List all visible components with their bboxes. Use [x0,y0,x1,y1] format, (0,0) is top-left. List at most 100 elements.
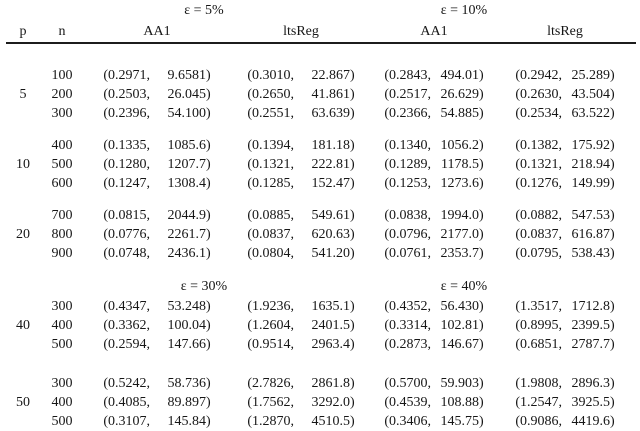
pair-second-value: 25.289 [571,68,611,83]
pair-cell: (0.2517, 26.629) [384,87,484,102]
p-value: 20 [16,227,30,242]
pair-cell: (0.5700, 59.903) [384,376,484,391]
pair-second-value: 102.81 [440,318,480,333]
n-value: 500 [51,414,73,429]
pair-second-value: 1635.1 [311,299,351,314]
n-value: 500 [51,157,73,172]
pair-second-value: 1712.8 [571,299,611,314]
n-value: 300 [51,299,73,314]
p-group-10: 400 (0.1335, 1085.6) (0.1394, 181.18) (0.1340… [6,136,640,193]
pair-second-value: 3925.5 [571,395,611,410]
pair-second-value: 54.100 [167,106,207,121]
pair-cell: (1.7562, 3292.0) [247,395,355,410]
col-header-aa1-right: AA1 [420,24,448,39]
pair-cell: (0.1321, 222.81) [247,157,355,172]
pair-second-value: 56.430 [440,299,480,314]
pair-cell: (0.6851, 2787.7) [515,337,615,352]
epsilon-5-header: ε = 5% [184,3,224,18]
pair-cell: (0.2551, 63.639) [247,106,355,121]
pair-cell: (0.3362, 100.04) [103,318,211,333]
table-row: 5 200 (0.2503, 26.045) (0.2650, 41.861) (0.251… [6,85,640,104]
pair-cell: (1.2604, 2401.5) [247,318,355,333]
pair-second-value: 4510.5 [311,414,351,429]
pair-second-value: 222.81 [311,157,351,172]
pair-second-value: 2044.9 [167,208,207,223]
pair-cell: (0.0761, 2353.7) [384,246,484,261]
pair-second-value: 43.504 [571,87,611,102]
p-group-50: 300 (0.5242, 58.736) (2.7826, 2861.8) (0.5700… [6,374,640,431]
table-row: 900 (0.0748, 2436.1) (0.0804, 541.20) (0.0761… [6,244,640,263]
pair-cell: (0.1382, 175.92) [515,138,615,153]
n-value: 200 [51,87,73,102]
pair-second-value: 63.522 [571,106,611,121]
pair-cell: (0.3406, 145.75) [384,414,484,429]
pair-second-value: 538.43 [571,246,611,261]
col-header-ltsreg-left: ltsReg [283,24,319,39]
n-value: 700 [51,208,73,223]
table-row: 100 (0.2971, 9.6581) (0.3010, 22.867) (0.2843… [6,66,640,85]
pair-second-value: 9.6581 [167,68,207,83]
pair-cell: (1.3517, 1712.8) [515,299,615,314]
pair-second-value: 1178.5 [441,157,479,172]
pair-cell: (2.7826, 2861.8) [247,376,355,391]
pair-second-value: 53.248 [167,299,207,314]
pair-cell: (0.4085, 89.897) [103,395,211,410]
pair-cell: (0.1285, 152.47) [247,176,355,191]
pair-cell: (0.1335, 1085.6) [103,138,211,153]
pair-second-value: 2353.7 [440,246,480,261]
pair-cell: (0.2396, 54.100) [103,106,211,121]
p-value: 40 [16,318,30,333]
pair-cell: (0.1253, 1273.6) [384,176,484,191]
table-row: 400 (0.1335, 1085.6) (0.1394, 181.18) (0.1340… [6,136,640,155]
table-row: 40 400 (0.3362, 100.04) (1.2604, 2401.5) (0.33… [6,316,640,335]
pair-second-value: 59.903 [440,376,480,391]
pair-second-value: 2436.1 [167,246,207,261]
n-value: 600 [51,176,73,191]
table-body-bottom: 300 (0.4347, 53.248) (1.9236, 1635.1) (0.4352… [6,297,640,431]
pair-second-value: 22.867 [311,68,351,83]
p-group-20: 700 (0.0815, 2044.9) (0.0885, 549.61) (0.0838… [6,206,640,263]
pair-cell: (1.2870, 4510.5) [247,414,355,429]
pair-second-value: 4419.6 [571,414,611,429]
pair-second-value: 2399.5 [571,318,611,333]
pair-second-value: 3292.0 [311,395,351,410]
pair-cell: (0.0804, 541.20) [247,246,355,261]
pair-second-value: 2261.7 [167,227,207,242]
pair-second-value: 2896.3 [571,376,611,391]
col-header-aa1-left: AA1 [143,24,171,39]
pair-second-value: 181.18 [311,138,351,153]
pair-cell: (0.0838, 1994.0) [384,208,484,223]
table-row: 50 400 (0.4085, 89.897) (1.7562, 3292.0) (0.45… [6,393,640,412]
table-row: 700 (0.0815, 2044.9) (0.0885, 549.61) (0.0838… [6,206,640,225]
pair-cell: (0.0795, 538.43) [515,246,615,261]
pair-cell: (0.2971, 9.6581) [103,68,211,83]
pair-second-value: 2401.5 [311,318,351,333]
epsilon-10-header: ε = 10% [440,3,488,18]
pair-cell: (0.2503, 26.045) [103,87,211,102]
pair-cell: (0.1276, 149.99) [515,176,615,191]
pair-cell: (0.1394, 181.18) [247,138,355,153]
pair-second-value: 149.99 [571,176,611,191]
pair-cell: (0.3107, 145.84) [103,414,211,429]
table-row: 500 (0.2594, 147.66) (0.9514, 2963.4) (0.2873… [6,335,640,354]
pair-second-value: 1085.6 [167,138,207,153]
pair-cell: (1.9236, 1635.1) [247,299,355,314]
pair-second-value: 146.67 [440,337,480,352]
pair-second-value: 145.75 [440,414,480,429]
p-value: 5 [19,87,27,102]
pair-cell: (0.0776, 2261.7) [103,227,211,242]
pair-second-value: 616.87 [571,227,611,242]
pair-cell: (0.9514, 2963.4) [247,337,355,352]
pair-cell: (0.1289, 1178.5) [384,157,484,172]
pair-second-value: 58.736 [167,376,207,391]
pair-cell: (0.0837, 620.63) [247,227,355,242]
n-value: 400 [51,318,73,333]
table-row: 600 (0.1247, 1308.4) (0.1285, 152.47) (0.1253… [6,174,640,193]
pair-second-value: 1207.7 [167,157,207,172]
epsilon-header-row-top: ε = 5% ε = 10% [6,0,640,21]
n-value: 400 [51,395,73,410]
pair-cell: (0.2366, 54.885) [384,106,484,121]
column-header-row: p n AA1 ltsReg AA1 ltsReg [6,21,640,42]
p-group-5: 100 (0.2971, 9.6581) (0.3010, 22.867) (0.2843… [6,66,640,123]
pair-cell: (0.1247, 1308.4) [103,176,211,191]
